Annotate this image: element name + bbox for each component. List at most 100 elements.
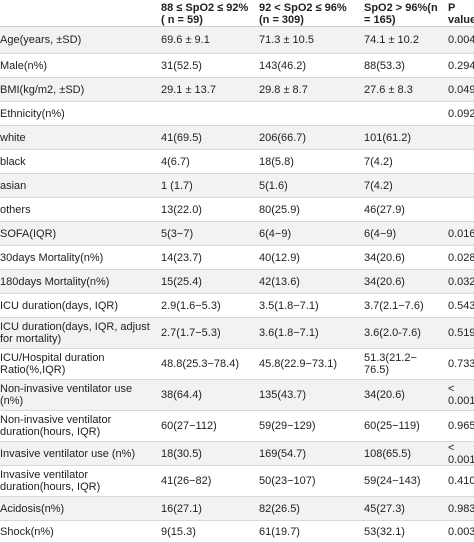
group-88-92-cell: 2.9(1.6−5.3): [161, 299, 221, 312]
p-value-cell: 0.519: [448, 327, 474, 339]
header-group-88-92: 88 ≤ SpO2 ≤ 92% ( n = 59): [161, 2, 249, 26]
table-row-asian: asian 1 (1.7) 5(1.6) 7(4.2): [0, 174, 474, 198]
table-row-others: others 13(22.0) 80(25.9) 46(27.9): [0, 198, 474, 222]
variable-cell: Male(n%): [0, 59, 48, 72]
p-value-cell: 0.983: [448, 502, 474, 515]
variable-cell: ICU duration(days, IQR): [0, 299, 118, 312]
group-88-92-cell: 18(30.5): [161, 447, 202, 460]
group-gt-96-cell: 101(61.2): [364, 131, 412, 144]
table-row-age: Age(years, ±SD) 69.6 ± 9.1 71.3 ± 10.5 74.1…: [0, 27, 474, 54]
group-92-96-cell: 3.5(1.8−7.1): [259, 299, 319, 312]
table-row-sofa: SOFA(IQR) 5(3−7) 6(4−9) 6(4−9) 0.016: [0, 222, 474, 246]
table-row-noninvasive-ventilator-use: Non-invasive ventilator use (n%) 38(64.4)…: [0, 380, 474, 411]
group-gt-96-cell: 74.1 ± 10.2: [364, 34, 419, 46]
variable-cell: Ethnicity(n%): [0, 107, 65, 120]
group-92-96-cell: 45.8(22.9−73.1): [259, 358, 337, 370]
group-gt-96-cell: 34(20.6): [364, 275, 405, 288]
group-gt-96-cell: 6(4−9): [364, 227, 397, 240]
group-gt-96-cell: 88(53.3): [364, 59, 405, 72]
group-gt-96-cell: 60(25−119): [364, 420, 420, 432]
variable-cell: others: [0, 203, 31, 216]
group-gt-96-cell: 34(20.6): [364, 251, 405, 264]
group-gt-96-cell: 3.6(2.0-7.6): [364, 327, 421, 339]
group-gt-96-cell: 51.3(21.2− 76.5): [364, 352, 417, 376]
group-92-96-cell: 18(5.8): [259, 155, 294, 168]
p-value-cell: [448, 174, 474, 197]
header-p-value: P value: [448, 2, 474, 26]
table-row-icu-hospital-ratio: ICU/Hospital duration Ratio(%,IQR) 48.8(2…: [0, 349, 474, 380]
group-92-96-cell: 59(29−129): [259, 420, 316, 432]
variable-cell: Invasive ventilator duration(hours, IQR): [0, 469, 101, 493]
table-row-black: black 4(6.7) 18(5.8) 7(4.2): [0, 150, 474, 174]
table-row-invasive-ventilator-duration: Invasive ventilator duration(hours, IQR)…: [0, 466, 474, 497]
table-row-icu-duration: ICU duration(days, IQR) 2.9(1.6−5.3) 3.5(1…: [0, 294, 474, 318]
group-88-92-cell: 41(26−82): [161, 475, 212, 487]
p-value-cell: < 0.001: [448, 383, 474, 407]
group-92-96-cell: 135(43.7): [259, 389, 307, 401]
group-88-92-cell: 13(22.0): [161, 203, 202, 216]
group-92-96-cell: 42(13.6): [259, 275, 300, 288]
table-row-bmi: BMI(kg/m2, ±SD) 29.1 ± 13.7 29.8 ± 8.7 27.6…: [0, 78, 474, 102]
p-value-cell: 0.543: [448, 299, 474, 312]
group-88-92-cell: 14(23.7): [161, 251, 202, 264]
group-88-92-cell: 38(64.4): [161, 389, 202, 401]
p-value-cell: 0.410: [448, 475, 474, 487]
table-row-male: Male(n%) 31(52.5) 143(46.2) 88(53.3) 0.294: [0, 54, 474, 78]
group-92-96-cell: 50(23−107): [259, 475, 316, 487]
table-row-shock: Shock(n%) 9(15.3) 61(19.7) 53(32.1) 0.003: [0, 521, 474, 543]
table-header-row: 88 ≤ SpO2 ≤ 92% ( n = 59) 92 < SpO2 ≤ 96%…: [0, 0, 474, 27]
group-gt-96-cell: [364, 102, 448, 125]
group-88-92-cell: 1 (1.7): [161, 179, 193, 192]
group-gt-96-cell: 108(65.5): [364, 447, 412, 460]
group-88-92-cell: 5(3−7): [161, 227, 194, 240]
p-value-cell: 0.092: [448, 107, 474, 120]
group-88-92-cell: 2.7(1.7−5.3): [161, 327, 221, 339]
group-88-92-cell: 4(6.7): [161, 155, 190, 168]
variable-cell: SOFA(IQR): [0, 227, 57, 240]
group-92-96-cell: 206(66.7): [259, 131, 307, 144]
variable-cell: Acidosis(n%): [0, 502, 65, 515]
p-value-cell: 0.032: [448, 275, 474, 288]
group-92-96-cell: 40(12.9): [259, 251, 300, 264]
group-88-92-cell: 48.8(25.3−78.4): [161, 358, 239, 370]
group-gt-96-cell: 53(32.1): [364, 525, 405, 538]
p-value-cell: 0.004: [448, 34, 474, 46]
table-row-invasive-ventilator-use: Invasive ventilator use (n%) 18(30.5) 169(…: [0, 442, 474, 466]
table-row-mortality-180d: 180days Mortality(n%) 15(25.4) 42(13.6) 34(…: [0, 270, 474, 294]
variable-cell: Non-invasive ventilator duration(hours, …: [0, 414, 112, 438]
group-88-92-cell: 60(27−112): [161, 420, 217, 432]
variable-cell: 30days Mortality(n%): [0, 251, 104, 264]
group-92-96-cell: 3.6(1.8−7.1): [259, 327, 319, 339]
group-88-92-cell: 31(52.5): [161, 59, 202, 72]
header-group-92-96: 92 < SpO2 ≤ 96% (n = 309): [259, 2, 347, 26]
group-88-92-cell: 16(27.1): [161, 502, 202, 515]
p-value-cell: < 0.001: [448, 442, 474, 465]
group-92-96-cell: 6(4−9): [259, 227, 292, 240]
variable-cell: Shock(n%): [0, 525, 54, 538]
table-row-ethnicity: Ethnicity(n%) 0.092: [0, 102, 474, 126]
group-88-92-cell: 29.1 ± 13.7: [161, 83, 216, 96]
variable-cell: Age(years, ±SD): [0, 34, 82, 46]
variable-cell: ICU duration(days, IQR, adjust for morta…: [0, 321, 150, 345]
variable-cell: Invasive ventilator use (n%): [0, 447, 136, 460]
p-value-cell: [448, 150, 474, 173]
group-92-96-cell: 169(54.7): [259, 447, 307, 460]
group-88-92-cell: 41(69.5): [161, 131, 202, 144]
group-gt-96-cell: 7(4.2): [364, 179, 393, 192]
p-value-cell: 0.016: [448, 227, 474, 240]
p-value-cell: 0.028: [448, 251, 474, 264]
group-gt-96-cell: 27.6 ± 8.3: [364, 83, 413, 96]
group-92-96-cell: 82(26.5): [259, 502, 300, 515]
header-variable: [0, 0, 156, 28]
p-value-cell: 0.294: [448, 59, 474, 72]
table-row-mortality-30d: 30days Mortality(n%) 14(23.7) 40(12.9) 34(2…: [0, 246, 474, 270]
table-row-noninvasive-ventilator-duration: Non-invasive ventilator duration(hours, …: [0, 411, 474, 442]
group-gt-96-cell: 34(20.6): [364, 389, 405, 401]
group-gt-96-cell: 59(24−143): [364, 475, 421, 487]
group-92-96-cell: 29.8 ± 8.7: [259, 83, 308, 96]
group-92-96-cell: 61(19.7): [259, 525, 300, 538]
group-88-92-cell: [161, 102, 252, 125]
table-row-icu-duration-adjusted: ICU duration(days, IQR, adjust for morta…: [0, 318, 474, 349]
group-92-96-cell: 71.3 ± 10.5: [259, 34, 314, 46]
